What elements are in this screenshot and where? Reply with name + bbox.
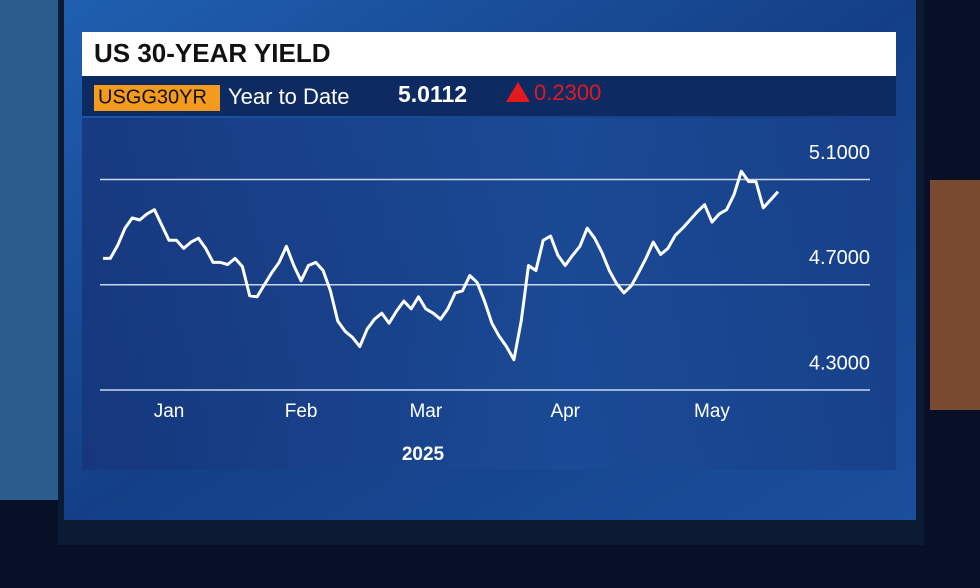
x-tick-label: Jan [154,401,185,422]
change: 0.2300 [534,80,601,105]
period: Year to Date [228,84,350,109]
left-wall [0,0,58,500]
y-tick-label: 5.1000 [809,142,870,164]
x-axis-label: 2025 [402,444,445,465]
x-tick-label: Apr [550,401,580,422]
plot-area [82,118,896,470]
up-arrow [506,82,530,102]
x-tick-label: May [694,401,730,422]
ticker-box [94,85,220,111]
right-wall [930,180,980,410]
chart-title: US 30-YEAR YIELD [94,38,330,68]
y-tick-label: 4.7000 [809,247,870,269]
x-tick-label: Feb [285,401,318,422]
x-tick-label: Mar [409,401,442,422]
y-tick-label: 4.3000 [809,352,870,374]
yield-line [103,169,780,362]
title-bar [82,32,896,76]
last-value: 5.0112 [398,81,467,107]
ticker: USGG30YR [98,86,207,108]
